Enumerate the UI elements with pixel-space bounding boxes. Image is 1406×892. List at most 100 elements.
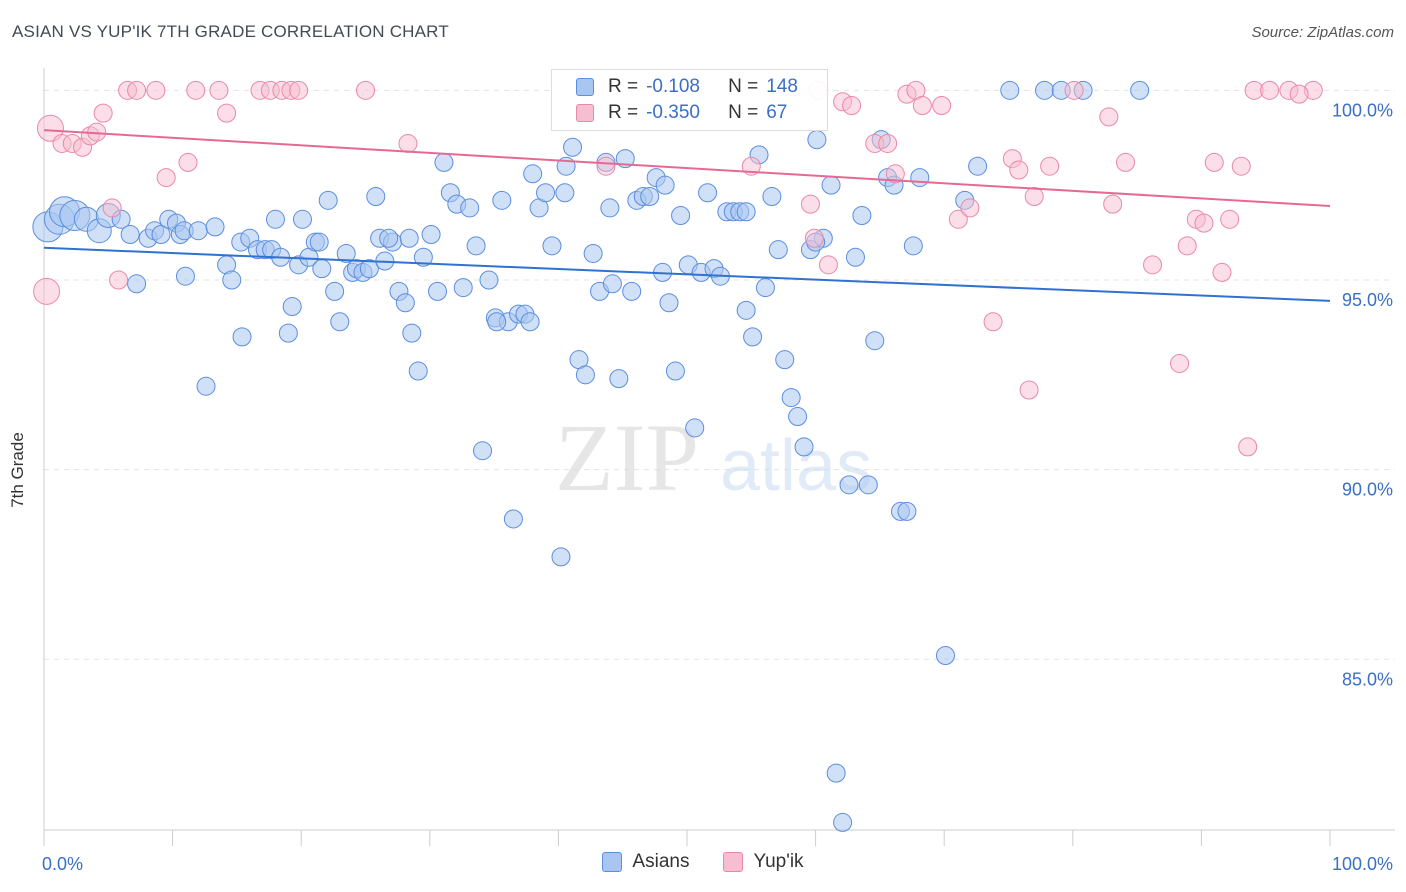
asians-point-39 bbox=[325, 281, 345, 301]
asians-trend-line bbox=[43, 246, 1331, 302]
yupik-point-39 bbox=[932, 96, 952, 116]
asians-point-22 bbox=[222, 270, 242, 290]
yupik-point-59 bbox=[1220, 209, 1240, 229]
yupik-point-58 bbox=[1212, 262, 1232, 282]
legend-item-yupik[interactable]: Yup'ik bbox=[723, 851, 804, 873]
asians-point-98 bbox=[698, 183, 718, 203]
asians-point-123 bbox=[865, 331, 885, 351]
asians-point-12 bbox=[151, 224, 171, 244]
asians-point-113 bbox=[794, 437, 814, 457]
y-tick-label-2: 90.0% bbox=[1342, 480, 1393, 500]
asians-point-57 bbox=[434, 152, 454, 172]
asians-point-68 bbox=[503, 509, 523, 529]
asians-point-17 bbox=[175, 266, 195, 286]
yupik-point-7 bbox=[93, 103, 113, 123]
asians-point-52 bbox=[402, 323, 422, 343]
yupik-point-40 bbox=[948, 209, 968, 229]
yupik-point-11 bbox=[127, 80, 147, 100]
asians-point-143 bbox=[379, 228, 399, 248]
yupik-point-35 bbox=[885, 164, 905, 184]
asians-point-118 bbox=[833, 812, 853, 832]
watermark-zip: ZIP bbox=[555, 404, 699, 511]
asians-point-108 bbox=[762, 187, 782, 207]
axes bbox=[43, 68, 1395, 846]
yupik-point-15 bbox=[186, 80, 206, 100]
asians-point-141 bbox=[487, 312, 507, 332]
asians-point-41 bbox=[336, 243, 356, 263]
series-legend: Asians Yup'ik bbox=[0, 851, 1406, 873]
tick-labels: 100.0% 95.0% 90.0% 85.0% 0.0% 100.0% bbox=[42, 100, 1393, 874]
asians-point-93 bbox=[665, 361, 685, 381]
asians-point-19 bbox=[196, 376, 216, 396]
yupik-trend-line bbox=[43, 129, 1331, 208]
y-tick-label-1: 95.0% bbox=[1342, 290, 1393, 310]
asians-point-63 bbox=[473, 441, 493, 461]
yupik-swatch bbox=[576, 104, 594, 122]
asians-point-96 bbox=[685, 418, 705, 438]
yupik-point-50 bbox=[1103, 194, 1123, 214]
asians-point-104 bbox=[736, 300, 756, 320]
yupik-r-label: R = bbox=[608, 102, 639, 123]
yupik-point-16 bbox=[209, 80, 229, 100]
asians-r-label: R = bbox=[608, 76, 639, 97]
yupik-point-63 bbox=[1260, 80, 1280, 100]
asians-point-71 bbox=[523, 164, 543, 184]
asians-n-value: 148 bbox=[766, 76, 798, 97]
asians-point-145 bbox=[600, 198, 620, 218]
yupik-point-60 bbox=[1231, 156, 1251, 176]
yupik-point-24 bbox=[398, 133, 418, 153]
asians-point-38 bbox=[318, 190, 338, 210]
legend-item-asians[interactable]: Asians bbox=[602, 851, 689, 873]
asians-point-62 bbox=[466, 236, 486, 256]
yupik-point-25 bbox=[596, 156, 616, 176]
yupik-point-32 bbox=[842, 96, 862, 116]
asians-swatch bbox=[576, 78, 594, 96]
yupik-point-17 bbox=[217, 103, 237, 123]
yupik-point-0 bbox=[33, 277, 61, 305]
asians-point-64 bbox=[479, 270, 499, 290]
asians-point-45 bbox=[359, 259, 379, 279]
asians-point-24 bbox=[232, 327, 252, 347]
asians-point-140 bbox=[520, 312, 540, 332]
asians-point-40 bbox=[330, 312, 350, 332]
asians-point-61 bbox=[460, 198, 480, 218]
asians-point-149 bbox=[821, 175, 841, 195]
yupik-legend-swatch bbox=[723, 852, 744, 872]
yupik-point-8 bbox=[102, 198, 122, 218]
yupik-point-46 bbox=[1024, 187, 1044, 207]
asians-point-120 bbox=[845, 247, 865, 267]
yupik-n-label: N = bbox=[728, 102, 759, 123]
asians-point-119 bbox=[839, 475, 859, 495]
trend-lines bbox=[43, 129, 1331, 302]
asians-point-80 bbox=[583, 243, 603, 263]
yupik-n-value: 67 bbox=[766, 102, 788, 123]
yupik-point-34 bbox=[878, 133, 898, 153]
asians-point-79 bbox=[575, 365, 595, 385]
asians-point-131 bbox=[935, 646, 955, 666]
y-tick-label-3: 85.0% bbox=[1342, 669, 1393, 689]
yupik-point-28 bbox=[804, 228, 824, 248]
yupik-r-value: -0.350 bbox=[646, 102, 700, 123]
asians-point-77 bbox=[563, 137, 583, 157]
yupik-point-45 bbox=[1019, 380, 1039, 400]
yupik-point-41 bbox=[960, 198, 980, 218]
asians-point-144 bbox=[309, 232, 329, 252]
asians-point-46 bbox=[366, 187, 386, 207]
yupik-point-38 bbox=[912, 96, 932, 116]
asians-point-92 bbox=[659, 293, 679, 313]
asians-point-66 bbox=[492, 190, 512, 210]
asians-point-133 bbox=[968, 156, 988, 176]
asians-point-130 bbox=[910, 168, 930, 188]
asians-point-112 bbox=[788, 407, 808, 427]
asians-point-122 bbox=[858, 475, 878, 495]
yupik-point-51 bbox=[1116, 152, 1136, 172]
asians-point-147 bbox=[736, 202, 756, 222]
asians-point-60 bbox=[453, 278, 473, 298]
asians-point-139 bbox=[555, 183, 575, 203]
yupik-point-13 bbox=[156, 168, 176, 188]
gridlines bbox=[44, 89, 1395, 660]
asians-point-20 bbox=[205, 217, 225, 237]
yupik-point-22 bbox=[289, 80, 309, 100]
chart-title: ASIAN VS YUP'IK 7TH GRADE CORRELATION CH… bbox=[12, 22, 449, 41]
